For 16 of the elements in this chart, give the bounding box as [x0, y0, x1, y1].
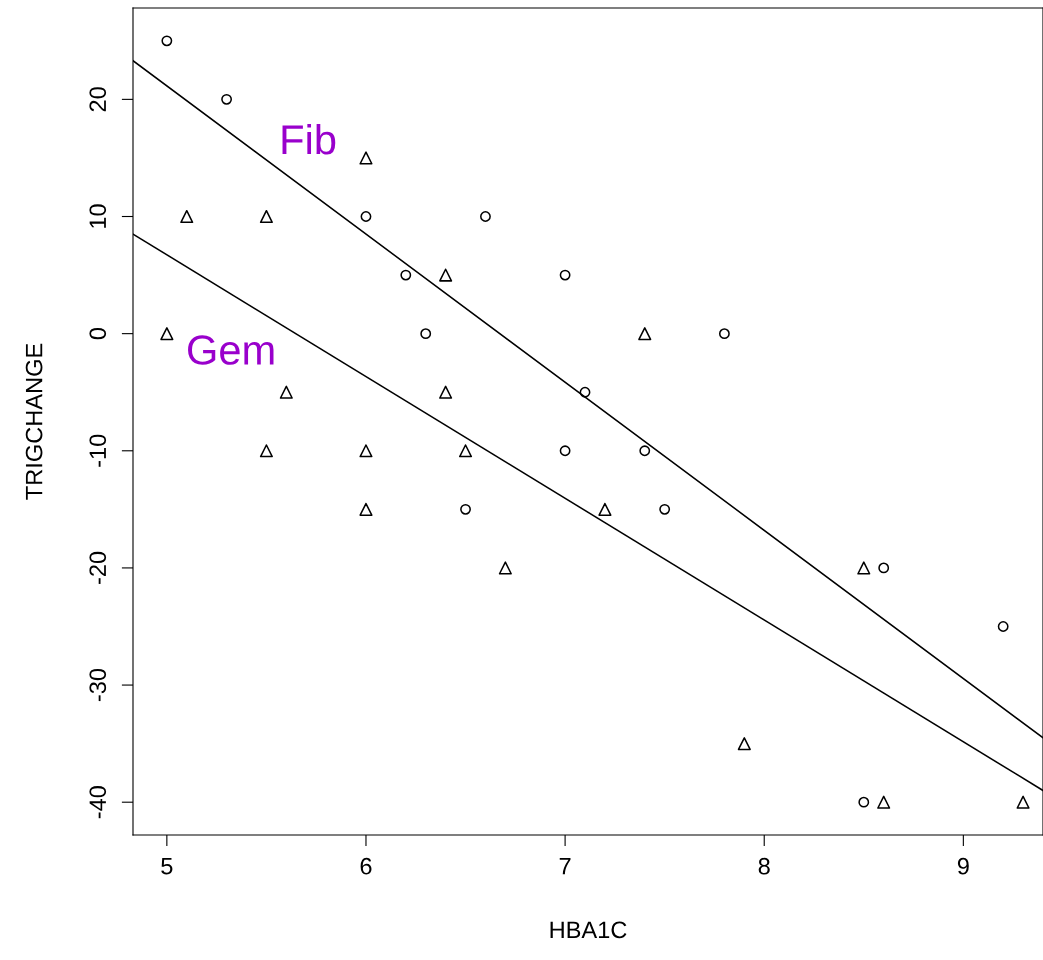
y-tick-label: 10: [89, 204, 107, 228]
y-tick-label: -10: [89, 434, 107, 467]
y-axis-title: TRIGCHANGE: [25, 343, 43, 500]
x-axis-title: HBA1C: [550, 921, 627, 939]
series-label: Fib: [282, 123, 336, 155]
x-tick-label: 6: [360, 857, 372, 875]
y-tick-label: -20: [89, 551, 107, 584]
y-tick-label: -40: [89, 786, 107, 819]
y-tick-label: 20: [89, 87, 107, 112]
y-tick-label: 0: [89, 328, 107, 340]
series-label: Gem: [188, 335, 274, 365]
x-tick-label: 8: [758, 857, 770, 875]
x-tick-label: 7: [559, 858, 571, 875]
y-tick-label: -30: [89, 668, 107, 702]
x-tick-label: 5: [161, 858, 173, 875]
x-tick-label: 9: [957, 857, 969, 875]
